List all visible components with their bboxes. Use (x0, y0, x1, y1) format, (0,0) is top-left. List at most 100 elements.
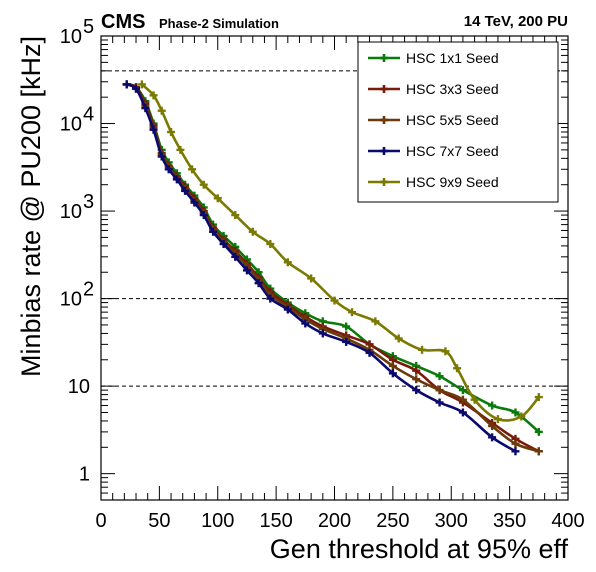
y-tick-label: 10 (60, 114, 82, 136)
energy-label: 14 TeV, 200 PU (464, 13, 568, 30)
data-point (488, 433, 497, 442)
data-point (511, 447, 520, 456)
y-tick-label: 10 (60, 26, 82, 48)
data-point (164, 165, 173, 174)
data-point (199, 211, 208, 220)
data-point (493, 415, 502, 424)
data-point (342, 337, 351, 346)
legend-entry: HSC 7x7 Seed (368, 143, 499, 159)
data-point (412, 366, 421, 375)
data-point (137, 80, 146, 89)
data-point (394, 334, 403, 343)
data-point (458, 408, 467, 417)
data-point (213, 194, 222, 203)
data-point (330, 296, 339, 305)
data-point (534, 447, 543, 456)
data-point (435, 398, 444, 407)
data-point (307, 274, 316, 283)
data-point (181, 186, 190, 195)
legend-label: HSC 9x9 Seed (406, 174, 499, 190)
y-axis-title: Minbias rate @ PU200 [kHz] (16, 36, 46, 377)
data-point (342, 322, 351, 331)
data-point (149, 91, 158, 100)
x-tick-label: 150 (259, 510, 292, 532)
x-tick-label: 250 (376, 510, 409, 532)
data-point (418, 345, 427, 354)
data-point (388, 369, 397, 378)
data-point (458, 386, 467, 395)
x-tick-label: 300 (435, 510, 468, 532)
y-tick-label: 10 (60, 289, 82, 311)
data-point (511, 439, 520, 448)
legend-entry: HSC 1x1 Seed (368, 50, 499, 66)
legend-entries: HSC 1x1 Seed HSC 3x3 Seed HSC 5x5 Seed HSC … (368, 50, 499, 190)
data-point (534, 393, 543, 402)
data-point (511, 408, 520, 417)
data-point (122, 80, 131, 89)
data-point (412, 375, 421, 384)
data-point (149, 125, 158, 134)
data-point (458, 395, 467, 404)
y-tick-exponent: 5 (83, 16, 94, 38)
data-point (301, 319, 310, 328)
data-point (176, 145, 185, 154)
series-layer (122, 80, 543, 456)
experiment-label: CMS (101, 11, 145, 33)
data-point (242, 266, 251, 275)
legend-box (357, 41, 559, 203)
data-point (470, 395, 479, 404)
legend-label: HSC 3x3 Seed (406, 81, 499, 97)
data-point (488, 401, 497, 410)
y-tick-exponent: 2 (83, 279, 94, 301)
y-tick-label: 1 (79, 464, 90, 486)
legend-label: HSC 5x5 Seed (406, 112, 499, 128)
data-point (219, 240, 228, 249)
legend-label: HSC 7x7 Seed (406, 143, 499, 159)
data-point (190, 198, 199, 207)
data-point (231, 211, 240, 220)
data-point (141, 104, 150, 113)
x-axis-title: Gen threshold at 95% eff (270, 534, 569, 564)
y-tick-label: 10 (60, 201, 82, 223)
data-point (283, 305, 292, 314)
data-point (209, 227, 218, 236)
data-point (231, 252, 240, 261)
data-point (435, 372, 444, 381)
data-point (157, 152, 166, 161)
y-tick-exponent: 3 (83, 191, 94, 213)
data-point (188, 165, 197, 174)
legend-label: HSC 1x1 Seed (406, 50, 499, 66)
x-tick-label: 200 (318, 510, 351, 532)
data-point (412, 386, 421, 395)
data-point (441, 347, 450, 356)
series-4 (122, 80, 520, 456)
data-point (266, 240, 275, 249)
data-point (199, 180, 208, 189)
data-point (453, 364, 462, 373)
x-tick-label: 400 (551, 510, 584, 532)
data-point (248, 227, 257, 236)
data-point (365, 348, 374, 357)
data-point (435, 386, 444, 395)
data-point (388, 361, 397, 370)
data-point (534, 427, 543, 436)
x-tick-label: 0 (95, 510, 106, 532)
legend-entry: HSC 3x3 Seed (368, 81, 499, 97)
legend-entry: HSC 9x9 Seed (368, 174, 499, 190)
data-point (167, 128, 176, 137)
data-point (488, 422, 497, 431)
data-point (318, 329, 327, 338)
y-tick-exponent: 4 (83, 104, 94, 126)
simulation-label: Phase-2 Simulation (159, 16, 279, 31)
data-point (132, 84, 141, 93)
data-point (517, 412, 526, 421)
x-tick-label: 350 (493, 510, 526, 532)
legend-entry: HSC 5x5 Seed (368, 112, 499, 128)
x-tick-label: 100 (201, 510, 234, 532)
y-tick-label: 10 (68, 376, 90, 398)
data-point (157, 106, 166, 115)
data-point (283, 258, 292, 267)
data-point (348, 308, 357, 317)
